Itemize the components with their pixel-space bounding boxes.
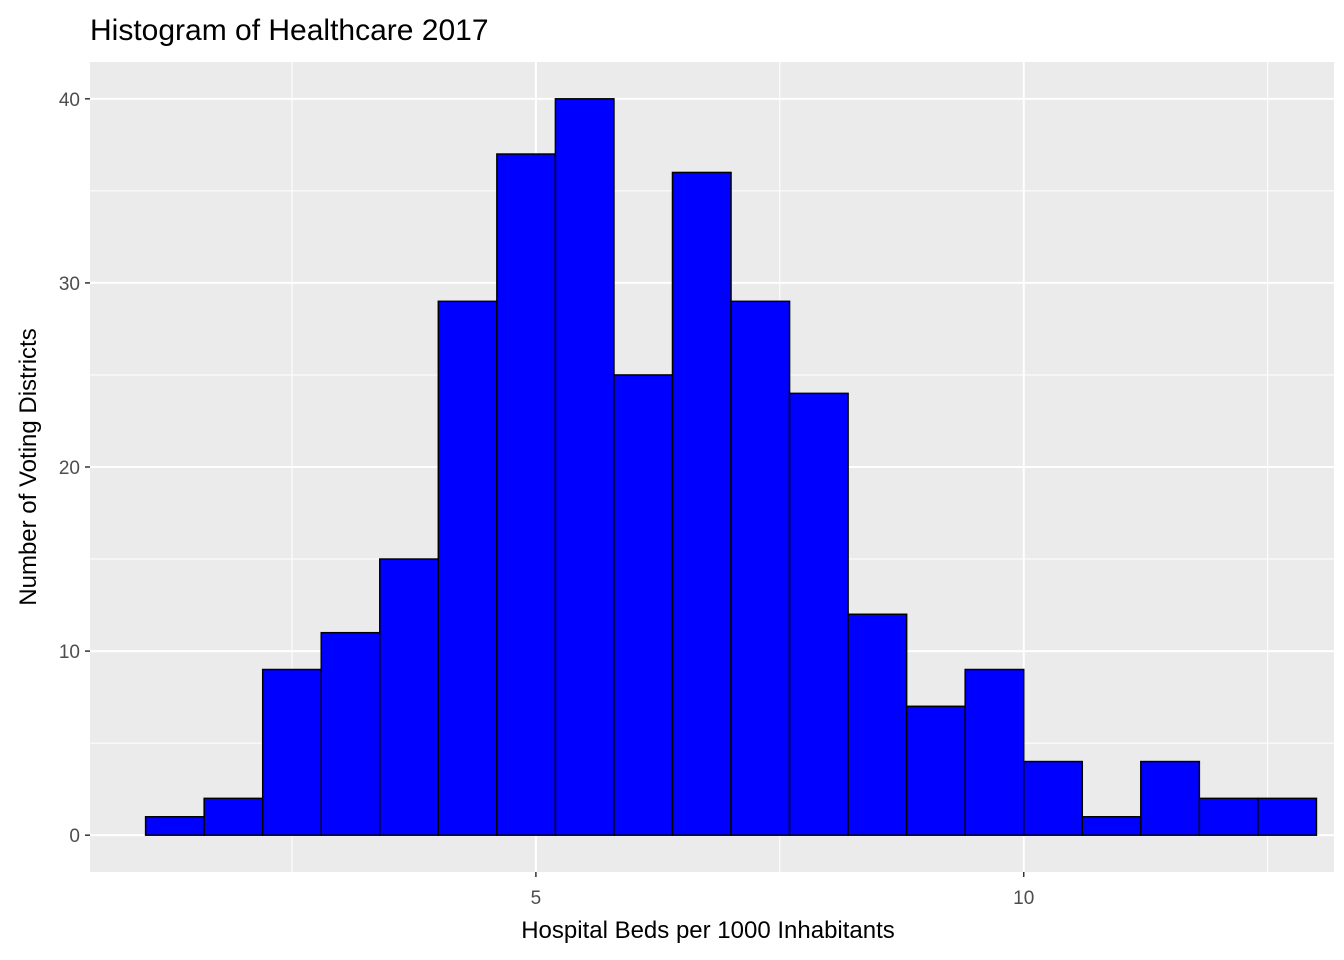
histogram-bar bbox=[905, 705, 966, 836]
histogram-bar bbox=[964, 668, 1025, 836]
histogram-bar bbox=[1022, 760, 1084, 836]
x-axis: 5 10 bbox=[531, 872, 1034, 909]
x-tick-label: 5 bbox=[531, 888, 542, 909]
y-tick-label: 30 bbox=[59, 274, 80, 295]
histogram-bar bbox=[730, 300, 791, 836]
histogram-bar bbox=[1198, 797, 1259, 836]
histogram-bar bbox=[1140, 760, 1201, 836]
histogram-bar bbox=[320, 631, 381, 836]
histogram-bar bbox=[1257, 797, 1318, 836]
y-tick-label: 40 bbox=[59, 90, 80, 111]
histogram-bar bbox=[379, 558, 440, 836]
histogram-bar bbox=[496, 153, 557, 836]
x-axis-title: Hospital Beds per 1000 Inhabitants bbox=[521, 917, 895, 944]
y-tick-label: 20 bbox=[59, 458, 80, 479]
histogram-bar bbox=[554, 98, 615, 836]
histogram-bar bbox=[144, 816, 205, 836]
y-tick-label: 0 bbox=[69, 826, 80, 847]
y-axis: 0 10 20 30 40 bbox=[59, 90, 90, 847]
histogram-bar bbox=[788, 392, 849, 836]
histogram-bars bbox=[144, 98, 1318, 836]
histogram-bar bbox=[671, 171, 732, 836]
histogram-bar bbox=[261, 668, 322, 836]
histogram-bar bbox=[847, 613, 908, 836]
x-tick-label: 10 bbox=[1013, 888, 1034, 909]
histogram-bar bbox=[437, 300, 498, 836]
histogram-bar bbox=[1081, 816, 1142, 836]
chart-title: Histogram of Healthcare 2017 bbox=[90, 14, 489, 47]
y-axis-title: Number of Voting Districts bbox=[15, 328, 42, 605]
histogram-bar bbox=[203, 797, 264, 836]
histogram-bar bbox=[613, 374, 674, 836]
y-tick-label: 10 bbox=[59, 642, 80, 663]
